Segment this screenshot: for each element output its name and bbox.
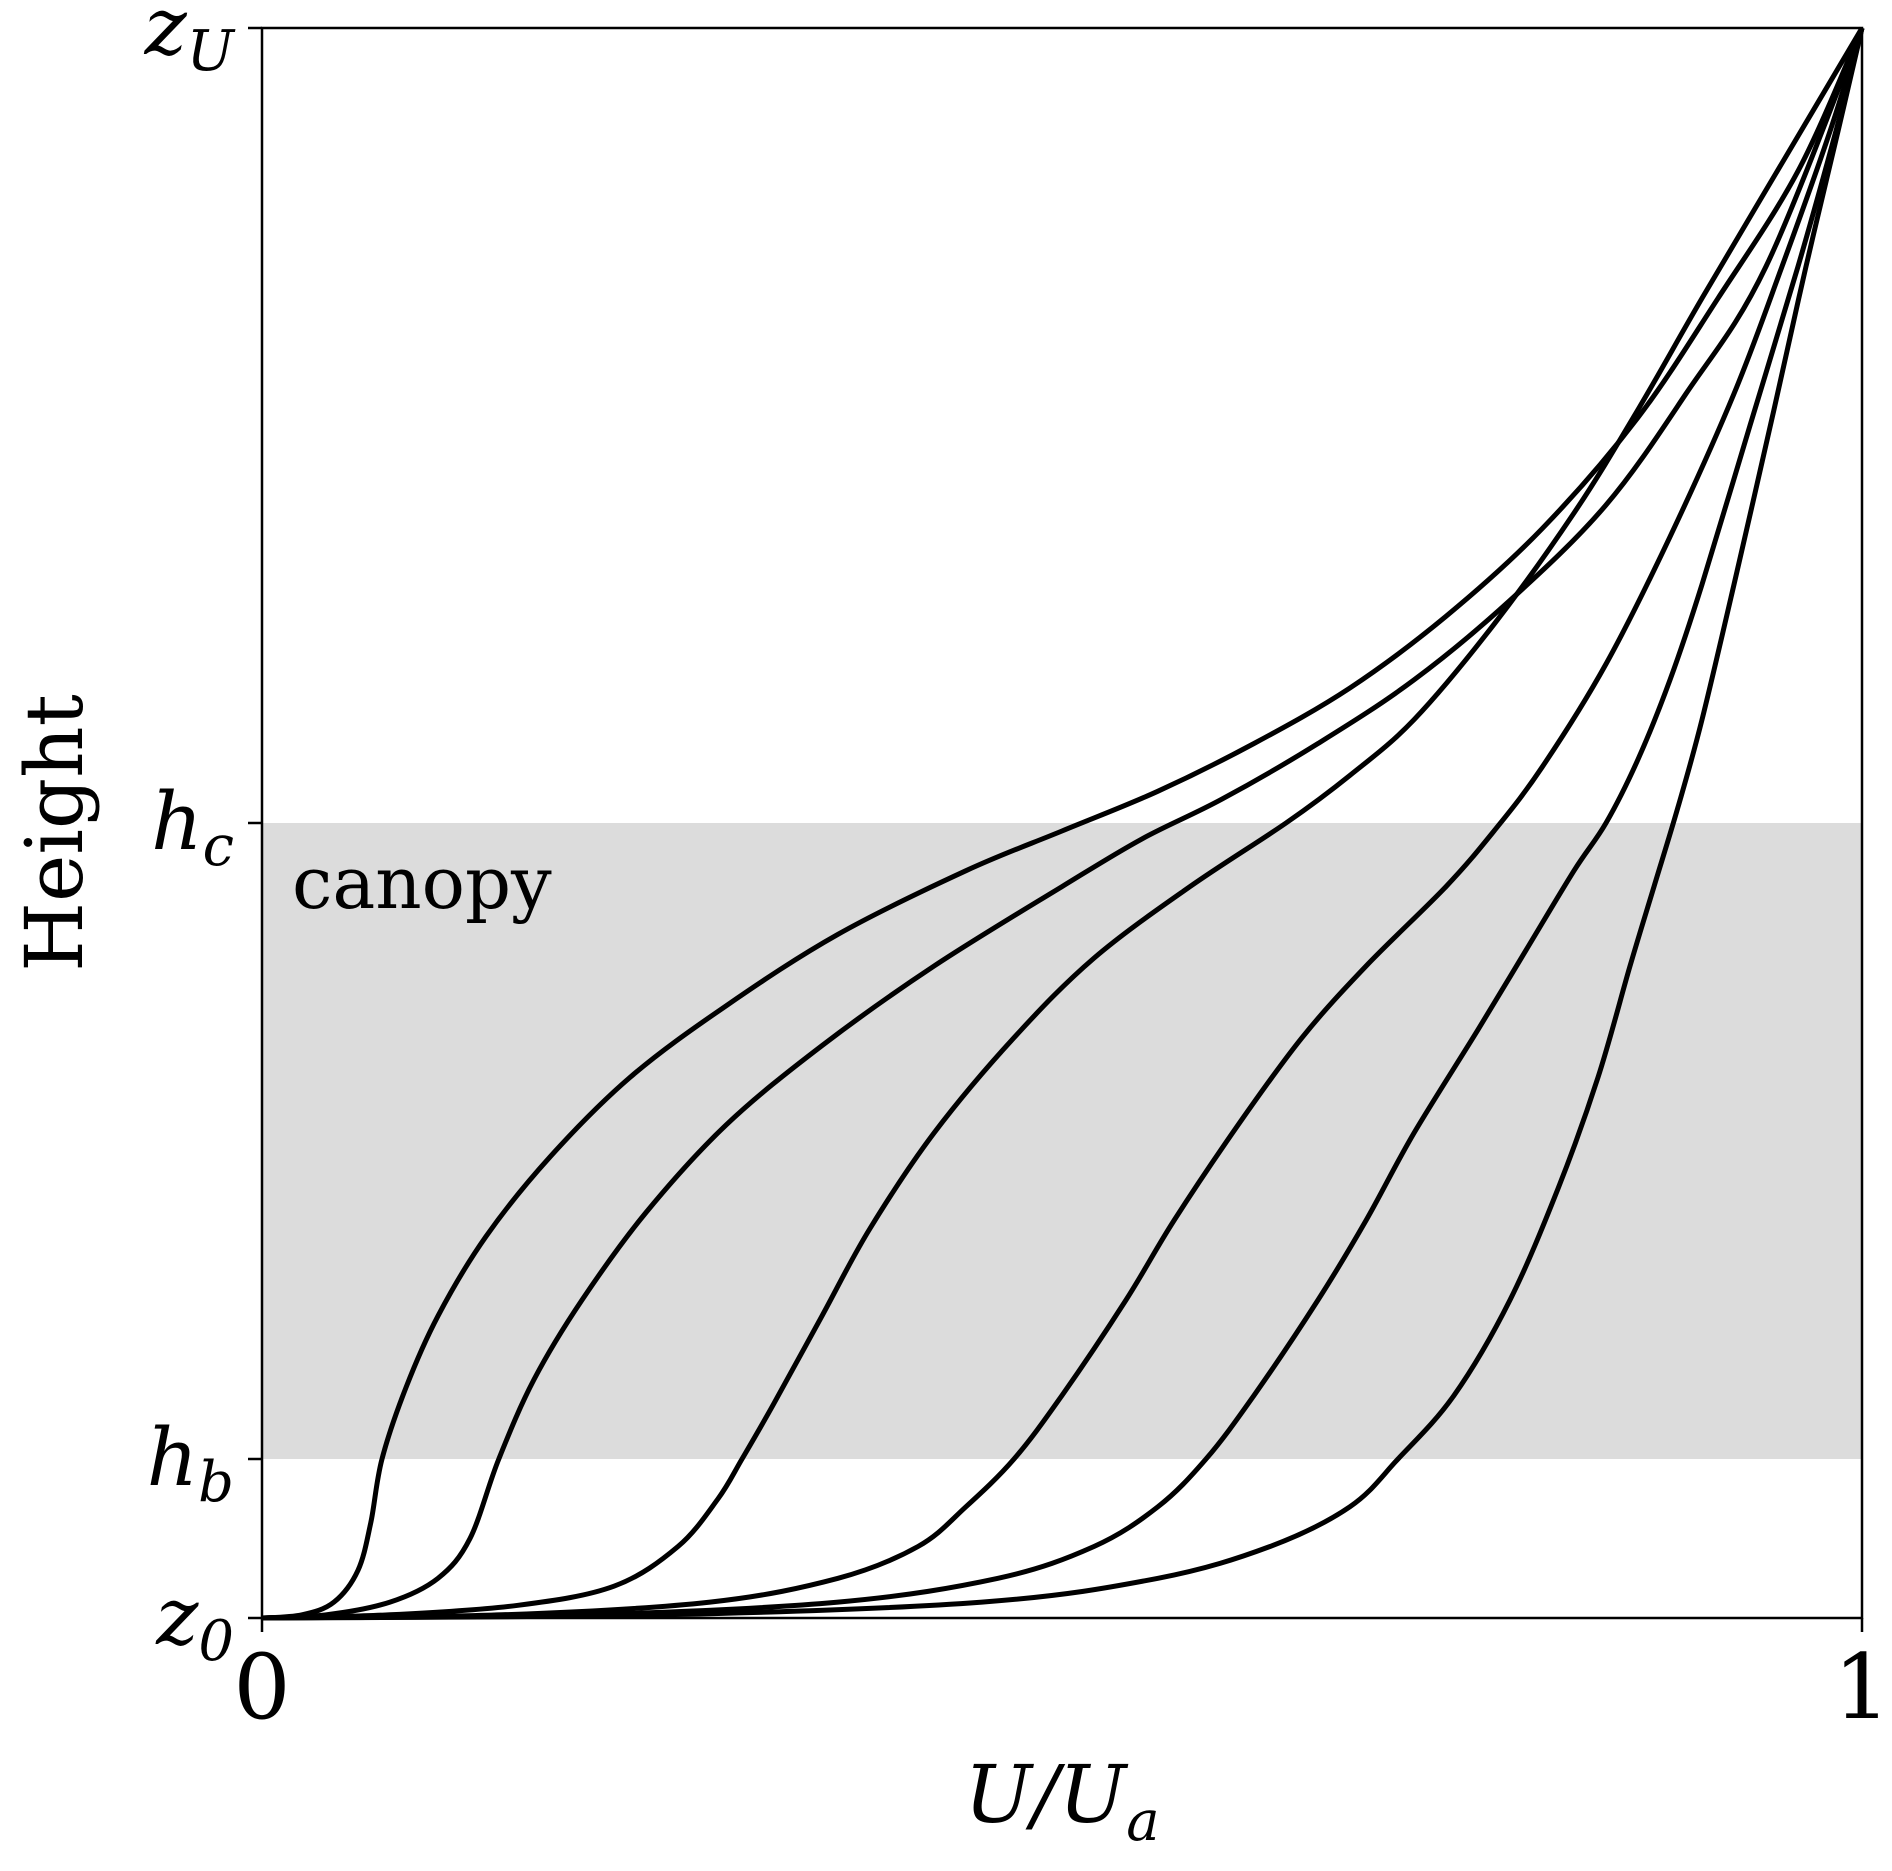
y-axis-title: Height	[8, 694, 101, 972]
y-tick-label-main: z	[155, 1570, 199, 1663]
series-line-4	[261, 27, 1865, 1621]
x-axis-title-sub: a	[1126, 1789, 1159, 1854]
x-axis-title: U/Ua	[964, 1748, 1159, 1854]
x-tick-label-1: 1	[1833, 1635, 1890, 1740]
y-tick-label-3: zU	[144, 0, 236, 84]
series-line-6	[261, 27, 1865, 1621]
series-line-2	[261, 27, 1865, 1621]
canopy-band	[262, 823, 1862, 1459]
y-tick-label-main: z	[144, 0, 188, 73]
y-tick-label-main: h	[147, 1411, 199, 1504]
series-layer	[261, 26, 1865, 1621]
y-tick-label-sub: U	[187, 19, 236, 84]
x-tick-label-0: 0	[233, 1635, 290, 1740]
y-tick-label-1: hb	[147, 1411, 234, 1515]
y-tick-label-sub: c	[203, 814, 234, 879]
x-axis-title-main: U/U	[964, 1748, 1128, 1841]
y-tick-label-main: h	[151, 775, 203, 868]
y-tick-label-2: hc	[151, 775, 234, 879]
y-tick-label-0: z0	[155, 1570, 234, 1674]
canopy-label: canopy	[292, 841, 552, 925]
y-tick-label-sub: b	[198, 1450, 234, 1515]
series-line-5	[261, 27, 1865, 1621]
y-tick-label-sub: 0	[198, 1609, 234, 1674]
series-line-3	[261, 26, 1865, 1621]
